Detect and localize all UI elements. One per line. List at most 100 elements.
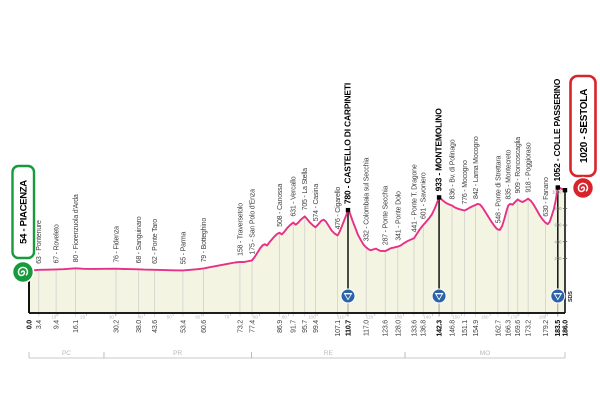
waypoint-label: 62 - Ponte Taro xyxy=(152,219,159,264)
km-label: 133.6 xyxy=(411,320,418,337)
profile-point-dot xyxy=(562,187,568,193)
timecheck-triangle-inner xyxy=(555,294,561,299)
waypoint-label: 909 - Roncoscaglia xyxy=(515,137,522,194)
km-minor-tick-label: 80 xyxy=(253,315,259,320)
profile-point-dot xyxy=(555,185,560,190)
timecheck-waypoint-label: 1052 - COLLE PASSERINO xyxy=(552,78,562,181)
waypoint-label: 835 - Montecreto xyxy=(506,150,513,200)
waypoint-label: 631 - Vercallo xyxy=(291,176,298,216)
start-badge-label: 54 - PIACENZA xyxy=(19,180,30,244)
start-icon xyxy=(11,260,35,284)
waypoint-label: 332 - Colombaia sul Secchia xyxy=(364,157,371,241)
waypoint-label: 68 - Sanguinaro xyxy=(136,216,143,263)
waypoint-label: 287 - Ponte Secchia xyxy=(383,186,390,246)
km-minor-tick-label: 150 xyxy=(452,315,460,320)
start-badge xyxy=(11,164,36,284)
timecheck-marker-icon xyxy=(340,288,356,304)
waypoint-label: 341 - Ponte Dolo xyxy=(395,191,402,241)
km-label: 9.4 xyxy=(53,320,60,329)
province-label: PR xyxy=(173,350,182,357)
km-label: 183.5 xyxy=(555,320,562,337)
elevation-tick-label: 1000 xyxy=(552,189,562,194)
waypoint-label: 55 - Parma xyxy=(180,231,187,264)
waypoint-label: 574 - Casina xyxy=(313,184,320,222)
km-label: 60.6 xyxy=(201,320,208,333)
waypoint-label: 76 - Fidenza xyxy=(113,226,120,263)
km-minor-tick-label: 90 xyxy=(282,315,288,320)
km-label: 162.7 xyxy=(495,320,502,337)
waypoint-label: 441 - Ponte T. Dragone xyxy=(411,164,418,232)
km-label: 86.9 xyxy=(277,320,284,333)
waypoint-label: 842 - Lama Mocogno xyxy=(473,136,480,199)
km-minor-tick-label: 50 xyxy=(167,315,173,320)
elevation-tick-label: 400 xyxy=(555,239,563,244)
finish-badge-box xyxy=(569,74,597,178)
km-label: 186.0 xyxy=(562,320,569,337)
waypoint-label: 175 - San Polo d'Enza xyxy=(249,189,256,255)
elevation-tick-label: 800 xyxy=(555,206,563,211)
km-label: 73.2 xyxy=(237,320,244,333)
profile-point-dot xyxy=(345,207,351,213)
km-label: 30.2 xyxy=(113,320,120,333)
waypoint-label: 67 - Roveleto xyxy=(53,224,60,263)
km-label: 154.9 xyxy=(473,320,480,337)
km-minor-tick-label: 160 xyxy=(481,315,489,320)
timecheck-marker-icon xyxy=(550,288,566,304)
waypoint-label: 79 - Botteghino xyxy=(201,218,208,263)
km-minor-tick-label: 100 xyxy=(308,315,316,320)
km-minor-tick-label: 140 xyxy=(423,315,431,320)
km-minor-tick-label: 30 xyxy=(109,315,115,320)
km-label: 169.6 xyxy=(515,320,522,337)
finish-badge-label: 1020 - SESTOLA xyxy=(579,89,590,163)
km-label: 91.7 xyxy=(291,320,298,333)
elevation-tick-label: 600 xyxy=(555,223,563,228)
timecheck-triangle-inner xyxy=(345,294,351,299)
km-minor-tick-label: 130 xyxy=(395,315,403,320)
start-icon-spiral xyxy=(17,266,29,277)
start-badge-box xyxy=(11,164,36,260)
km-label: 110.7 xyxy=(345,320,352,336)
km-minor-tick-label: 10 xyxy=(51,315,57,320)
profile-point-dot xyxy=(436,195,442,200)
km-label: 179.2 xyxy=(543,320,550,337)
elevation-profile-line xyxy=(28,186,566,272)
waypoint-label: 601 - Savoniero xyxy=(421,172,428,219)
km-minor-tick-label: 60 xyxy=(195,315,201,320)
profile-area-fill xyxy=(29,187,565,313)
km-minor-tick-label: 170 xyxy=(510,315,518,320)
timecheck-triangle-inner xyxy=(436,294,442,299)
waypoint-label: 508 - Canossa xyxy=(277,184,284,227)
waypoint-label: 705 - La Stella xyxy=(302,168,309,210)
km-minor-tick-label: 20 xyxy=(80,315,86,320)
km-label: 95.7 xyxy=(302,320,309,333)
waypoint-label: 548 - Ponte di Strettara xyxy=(495,156,502,224)
waypoint-label: 476 - Cigarello xyxy=(335,187,342,230)
km-minor-tick-label: 110 xyxy=(337,315,345,320)
km-label: 38.0 xyxy=(136,320,143,333)
waypoint-label: 630 - Fanano xyxy=(543,177,550,217)
timecheck-waypoint-label: 933 - MONTEMOLINO xyxy=(433,108,443,192)
finish-icon xyxy=(571,176,595,200)
km-minor-tick-label: 70 xyxy=(224,315,230,320)
timecheck-waypoint-label: 780 - CASTELLO DI CARPINETI xyxy=(342,83,352,204)
km-label: 107.1 xyxy=(335,320,342,337)
km-label: 53.4 xyxy=(180,320,187,333)
province-label: PC xyxy=(62,350,71,357)
province-label: RE xyxy=(324,350,334,357)
km-label: 142.3 xyxy=(436,320,443,337)
km-label: 151.1 xyxy=(462,320,469,337)
waypoint-label: 63 - Pontenure xyxy=(36,220,43,264)
elevation-tick-label: 200 xyxy=(555,256,563,261)
km-label: 16.1 xyxy=(73,320,80,333)
waypoint-label: 158 - Traversetolo xyxy=(237,203,244,256)
km-label: 43.6 xyxy=(152,320,159,333)
timecheck-marker-icon xyxy=(431,288,447,304)
km-label: 77.4 xyxy=(249,320,256,333)
province-bar: PC PR RE MO xyxy=(28,350,566,359)
timecheck-side-label: SDS xyxy=(568,291,574,302)
km-label: 128.0 xyxy=(395,320,402,337)
km-label: 146.8 xyxy=(449,320,456,337)
waypoint-label: 836 - Bv. di Polinago xyxy=(449,139,456,199)
waypoint-label: 918 - Poggioraso xyxy=(526,142,533,192)
